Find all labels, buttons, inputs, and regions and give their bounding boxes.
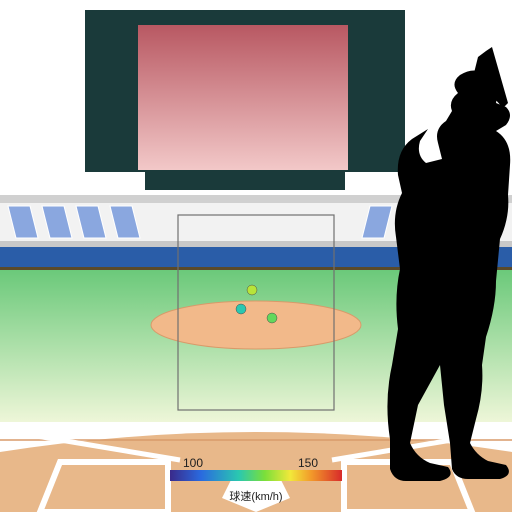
pitch-location-chart: 100 150 球速(km/h) [0, 0, 512, 512]
legend-tick: 100 [183, 456, 203, 470]
speed-legend-label: 球速(km/h) [229, 489, 282, 503]
speed-legend-bar [170, 470, 342, 481]
pitch-marker [247, 285, 257, 295]
legend-tick: 150 [298, 456, 318, 470]
pitch-marker [267, 313, 277, 323]
pitch-marker [236, 304, 246, 314]
pitchers-mound [151, 301, 361, 349]
scoreboard-screen [138, 25, 348, 170]
